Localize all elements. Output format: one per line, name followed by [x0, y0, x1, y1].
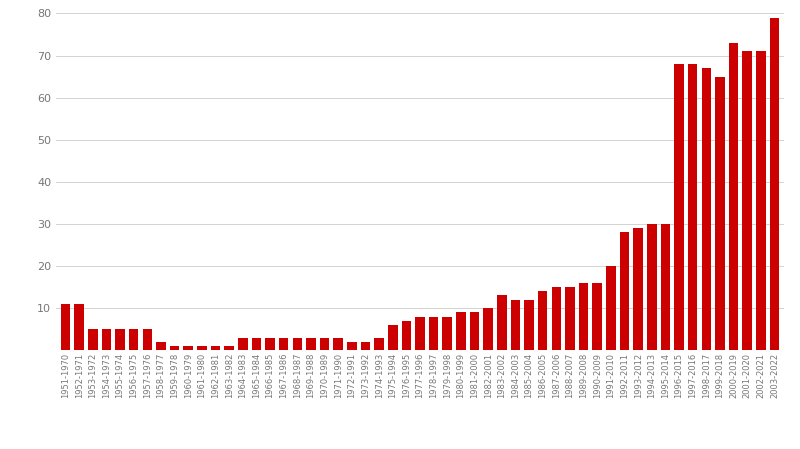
Bar — [102, 329, 111, 350]
Bar — [374, 338, 384, 350]
Bar — [661, 224, 670, 350]
Bar — [470, 313, 479, 350]
Bar — [197, 346, 206, 350]
Bar — [61, 304, 70, 350]
Bar — [524, 300, 534, 350]
Bar — [456, 313, 466, 350]
Bar — [266, 338, 275, 350]
Bar — [551, 287, 561, 350]
Bar — [88, 329, 98, 350]
Bar — [729, 43, 738, 350]
Bar — [238, 338, 247, 350]
Bar — [170, 346, 179, 350]
Bar — [129, 329, 138, 350]
Bar — [702, 68, 711, 350]
Bar — [634, 228, 643, 350]
Bar — [497, 295, 506, 350]
Bar — [361, 342, 370, 350]
Bar — [224, 346, 234, 350]
Bar — [483, 308, 493, 350]
Bar — [142, 329, 152, 350]
Bar — [347, 342, 357, 350]
Bar — [647, 224, 657, 350]
Bar — [293, 338, 302, 350]
Bar — [402, 321, 411, 350]
Bar — [279, 338, 289, 350]
Bar — [538, 291, 547, 350]
Bar — [715, 77, 725, 350]
Bar — [388, 325, 398, 350]
Bar — [115, 329, 125, 350]
Bar — [415, 317, 425, 350]
Bar — [606, 266, 616, 350]
Bar — [74, 304, 84, 350]
Bar — [320, 338, 330, 350]
Bar — [210, 346, 220, 350]
Bar — [429, 317, 438, 350]
Bar — [688, 64, 698, 350]
Bar — [306, 338, 316, 350]
Bar — [593, 283, 602, 350]
Bar — [565, 287, 574, 350]
Bar — [620, 233, 630, 350]
Bar — [756, 51, 766, 350]
Bar — [156, 342, 166, 350]
Bar — [674, 64, 684, 350]
Bar — [252, 338, 261, 350]
Bar — [510, 300, 520, 350]
Bar — [183, 346, 193, 350]
Bar — [334, 338, 343, 350]
Bar — [579, 283, 588, 350]
Bar — [770, 18, 779, 350]
Bar — [742, 51, 752, 350]
Bar — [442, 317, 452, 350]
